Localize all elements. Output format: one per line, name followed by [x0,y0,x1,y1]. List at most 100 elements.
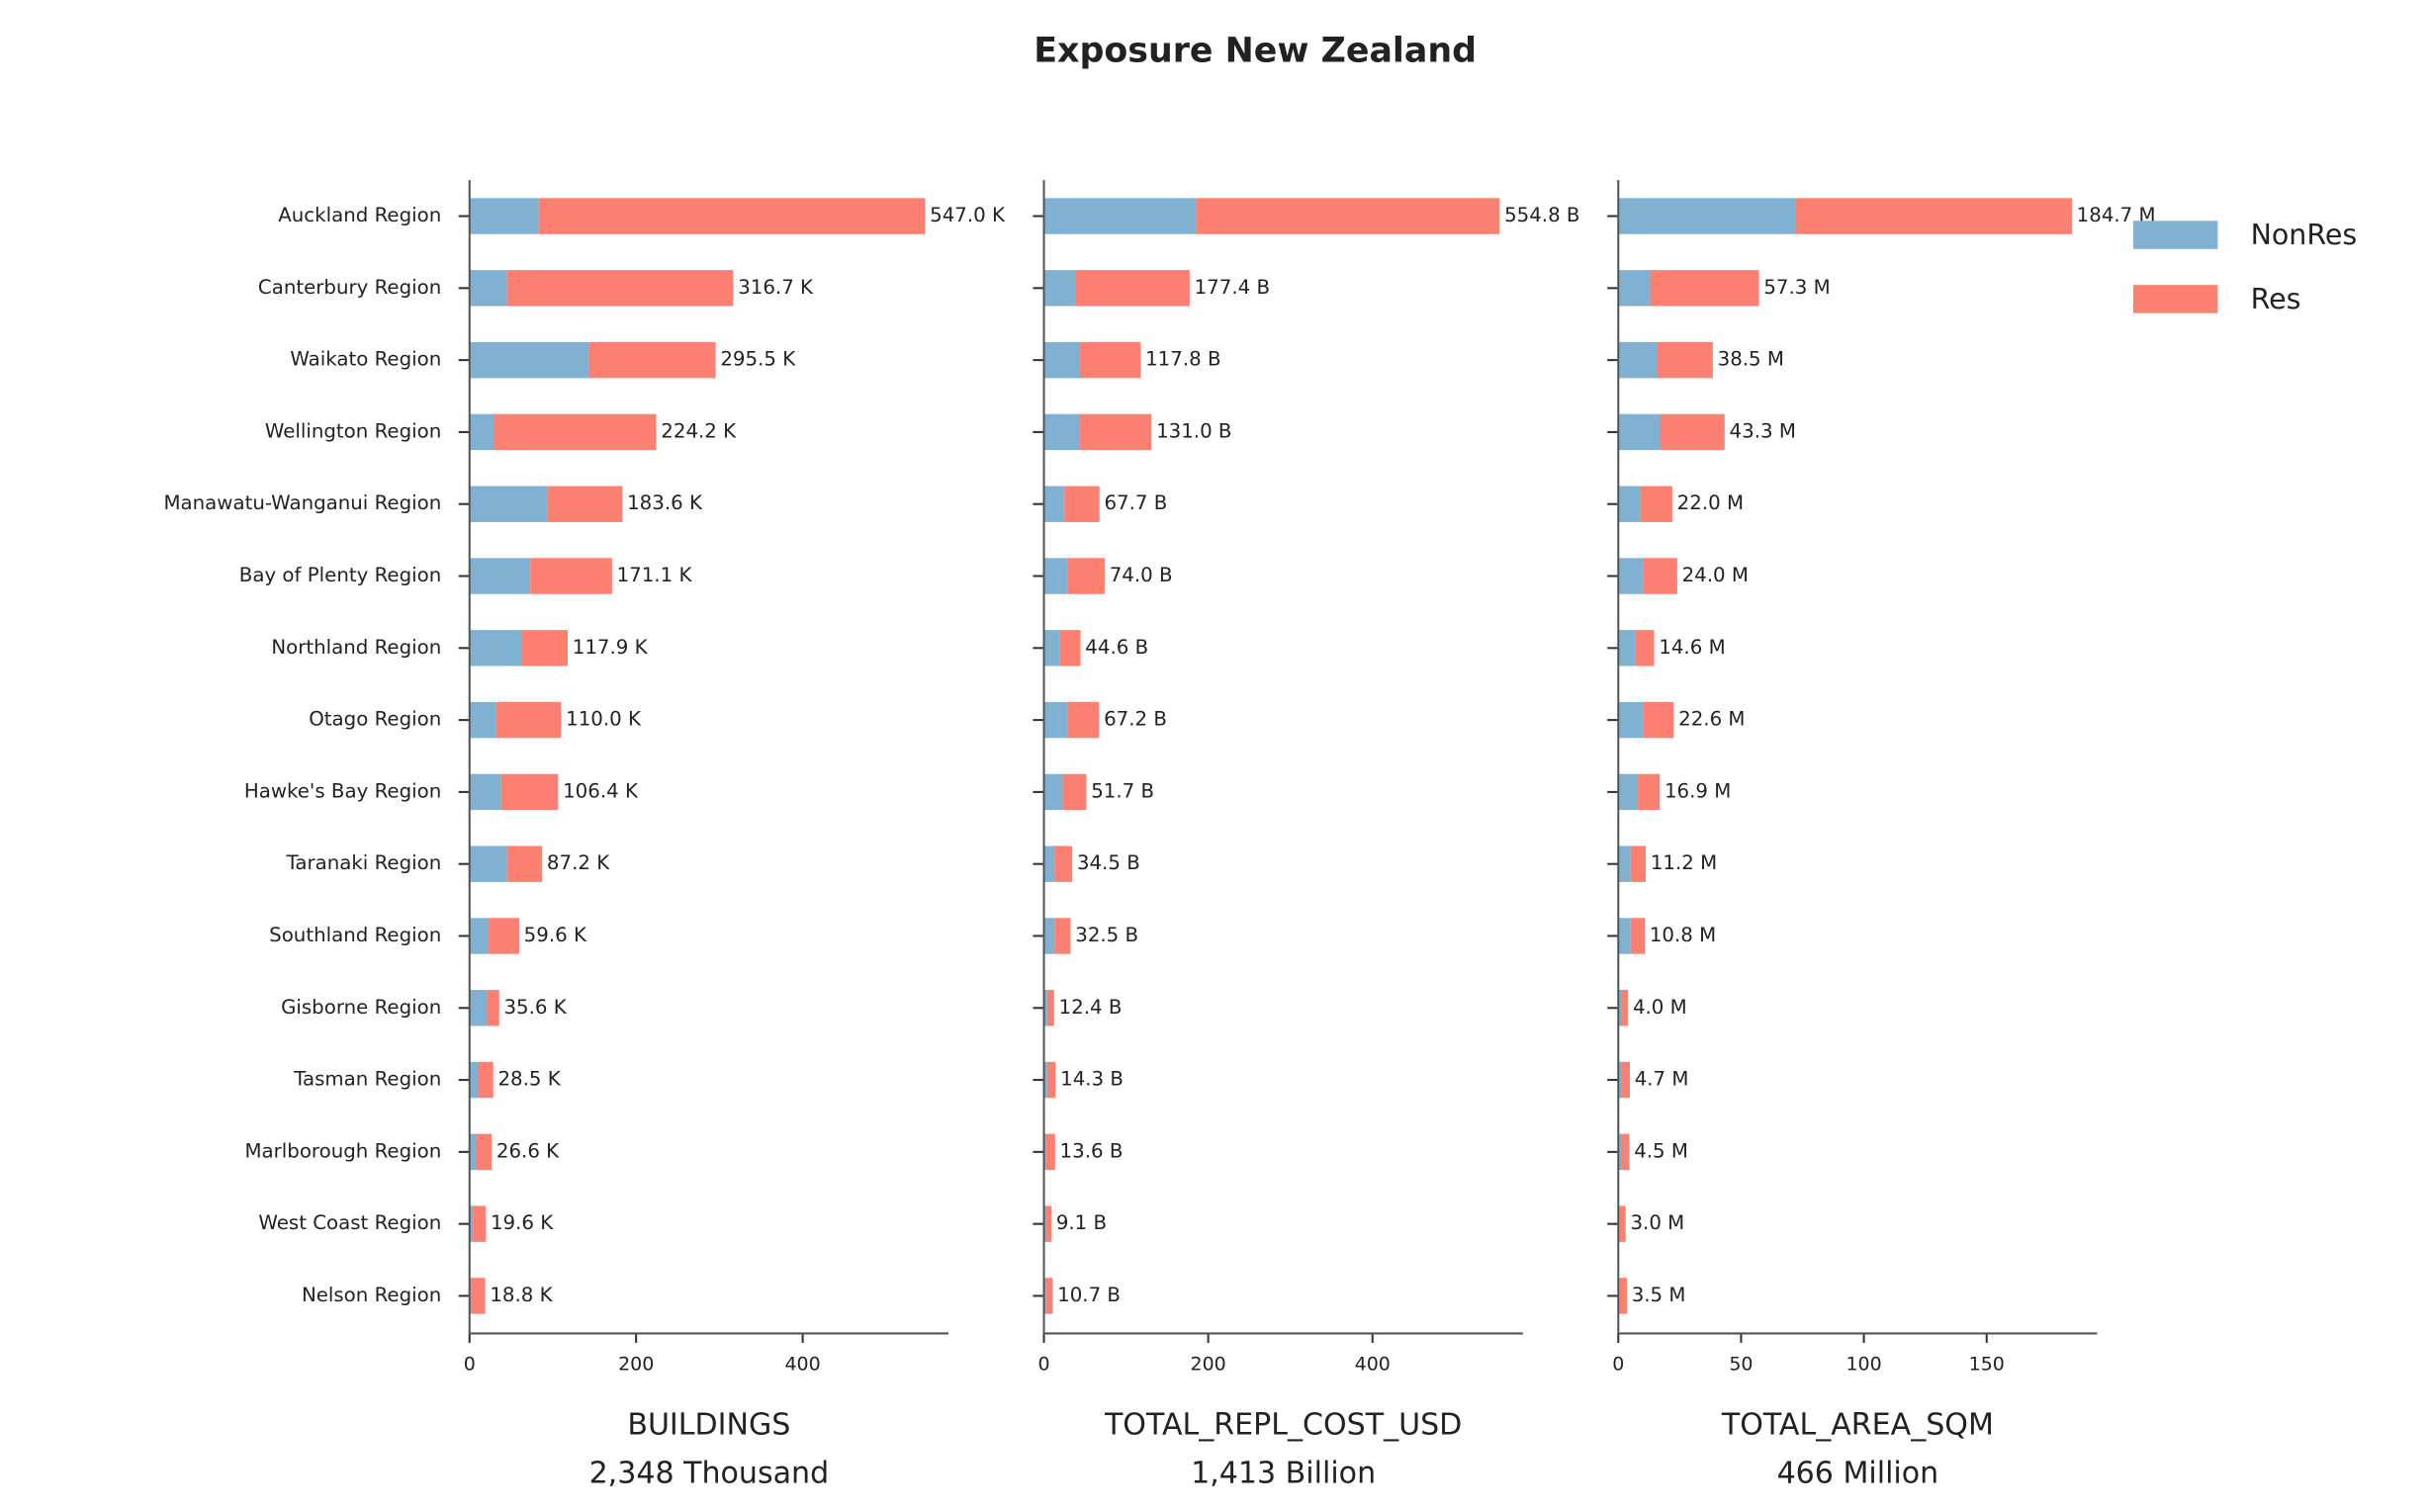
bar-segment [1620,1278,1627,1314]
bar-segment [1618,486,1641,522]
bar-segment [1643,558,1677,594]
bar-segment [547,486,623,522]
bar-segment [495,413,657,451]
total-label: 51.7 B [1091,779,1154,802]
bar-segment [1618,558,1644,594]
bar-segment [469,1205,474,1242]
total-label: 38.5 M [1718,348,1784,371]
total-label: 316.7 K [738,276,814,299]
total-label: 43.3 M [1730,419,1796,442]
bar-segment [469,198,539,234]
bar-segment [469,990,488,1026]
total-label: 10.8 M [1650,924,1716,946]
bar-segment [469,773,501,811]
bar-segment [1618,630,1636,667]
bar-segment [495,701,562,739]
bar-segment [1043,341,1081,379]
legend-swatch [2132,221,2218,249]
legend-label: NonRes [2251,219,2358,251]
x-axis-label: TOTAL_AREA_SQM [1721,1407,1994,1442]
bar-segment [469,486,548,522]
y-tick-label: Nelson Region [302,1284,441,1306]
bar-segment [1067,558,1105,594]
y-tick-label: Manawatu-Wanganui Region [163,491,441,514]
bar-segment [1043,845,1055,882]
bar-segment [473,1205,487,1242]
bar-segment [1618,918,1631,954]
bar-segment [588,341,716,379]
total-label: 24.0 M [1682,564,1749,586]
bar-segment [1046,990,1054,1026]
total-label: 26.6 K [496,1139,560,1162]
x-axis-sublabel: 2,348 Thousand [589,1456,830,1490]
bar-segment [469,1133,477,1171]
bar-segment [1650,270,1759,307]
bar-segment [1075,270,1190,307]
bar-segment [1630,918,1646,954]
y-tick-label: Taranaki Region [286,851,442,874]
total-label: 12.4 B [1059,996,1123,1019]
y-tick-label: Hawke's Bay Region [244,779,441,802]
x-tick-label: 200 [1191,1354,1226,1376]
total-label: 19.6 K [491,1211,554,1234]
bar-segment [1080,341,1141,379]
bar-segment [479,1061,494,1099]
bar-segment [1043,413,1081,451]
bar-segment [1043,630,1060,667]
bar-segment [1054,845,1073,882]
total-label: 35.6 K [503,996,567,1019]
total-label: 10.7 B [1057,1284,1121,1306]
bar-segment [469,413,495,451]
bar-segment [1618,773,1639,811]
legend-label: Res [2251,283,2301,315]
bar-segment [1062,773,1087,811]
total-label: 177.4 B [1195,276,1270,299]
y-tick-label: Gisborne Region [281,996,441,1019]
bar-segment [1043,198,1197,234]
total-label: 117.8 B [1145,348,1220,371]
bar-segment [1043,1061,1047,1099]
x-tick-label: 100 [1845,1354,1881,1376]
y-tick-label: Wellington Region [265,419,441,442]
total-label: 32.5 B [1075,924,1138,946]
total-label: 14.3 B [1060,1068,1124,1091]
y-tick-label: Tasman Region [293,1068,441,1091]
bar-segment [506,845,543,882]
x-axis-label: BUILDINGS [627,1407,790,1442]
total-label: 11.2 M [1651,851,1717,874]
bar-segment [1043,486,1065,522]
bar-segment [530,558,612,594]
total-label: 110.0 K [566,708,642,731]
bar-segment [469,1061,480,1099]
total-label: 106.4 K [563,779,639,802]
total-label: 4.5 M [1634,1139,1688,1162]
bar-segment [1043,701,1068,739]
bar-segment [469,341,589,379]
y-tick-label: Auckland Region [278,204,441,226]
x-tick-label: 400 [784,1354,820,1376]
bar-segment [500,773,559,811]
y-tick-label: Bay of Plenty Region [239,564,441,586]
y-tick-label: Southland Region [269,924,441,946]
bar-segment [1043,558,1068,594]
legend-swatch [2132,285,2218,313]
bar-segment [1043,773,1063,811]
bar-segment [1067,701,1100,739]
x-tick-label: 50 [1729,1354,1753,1376]
x-tick-label: 0 [1037,1354,1049,1376]
bar-segment [1618,845,1631,882]
y-tick-label: Northland Region [271,636,441,659]
bar-segment [1618,990,1622,1026]
bar-segment [1618,1133,1622,1171]
bar-segment [1043,990,1047,1026]
bar-segment [469,701,496,739]
x-axis-sublabel: 466 Million [1777,1456,1939,1490]
bar-segment [1045,1205,1052,1242]
bar-segment [1621,1061,1630,1099]
total-label: 3.0 M [1630,1211,1684,1234]
bar-segment [1621,990,1629,1026]
y-tick-label: West Coast Region [258,1211,441,1234]
total-label: 4.7 M [1635,1068,1689,1091]
total-label: 295.5 K [720,348,796,371]
y-tick-label: Canterbury Region [258,276,441,299]
